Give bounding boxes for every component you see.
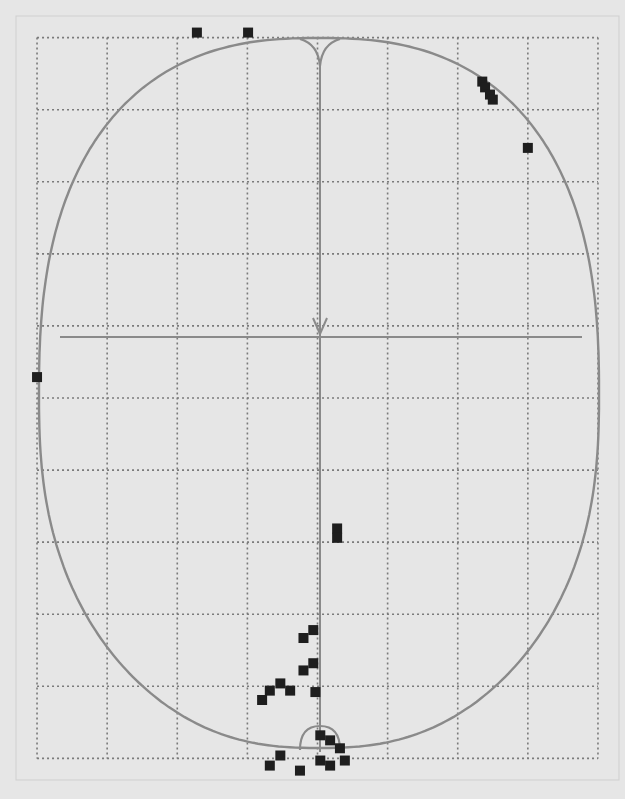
point: [32, 372, 42, 382]
y-grid-line: [37, 469, 598, 471]
point: [192, 28, 202, 38]
point: [332, 523, 342, 533]
y-grid-line: [37, 181, 598, 183]
point: [257, 695, 267, 705]
y-grid-line: [37, 253, 598, 255]
midline: [319, 60, 321, 752]
point: [340, 756, 350, 766]
points: [32, 28, 533, 776]
point: [315, 730, 325, 740]
plot-frame: [16, 16, 619, 780]
point: [265, 686, 275, 696]
point: [308, 625, 318, 635]
point: [310, 687, 320, 697]
point: [298, 665, 308, 675]
point: [295, 766, 305, 776]
head-outline: [39, 38, 599, 752]
point: [265, 761, 275, 771]
background: [0, 0, 625, 799]
chart: [0, 0, 625, 799]
grid: [37, 38, 598, 759]
point: [308, 658, 318, 668]
point: [315, 756, 325, 766]
point: [523, 143, 533, 153]
point: [325, 735, 335, 745]
point: [298, 633, 308, 643]
y-grid-line: [37, 686, 598, 688]
coronal-line: [60, 336, 582, 338]
midline-arrow: [313, 318, 327, 334]
y-grid-line: [37, 613, 598, 615]
point: [275, 678, 285, 688]
point: [243, 28, 253, 38]
point: [275, 750, 285, 760]
point: [335, 743, 345, 753]
point: [325, 761, 335, 771]
point: [488, 95, 498, 105]
y-grid-line: [37, 541, 598, 543]
y-grid-line: [37, 397, 598, 399]
point: [332, 533, 342, 543]
point: [285, 686, 295, 696]
